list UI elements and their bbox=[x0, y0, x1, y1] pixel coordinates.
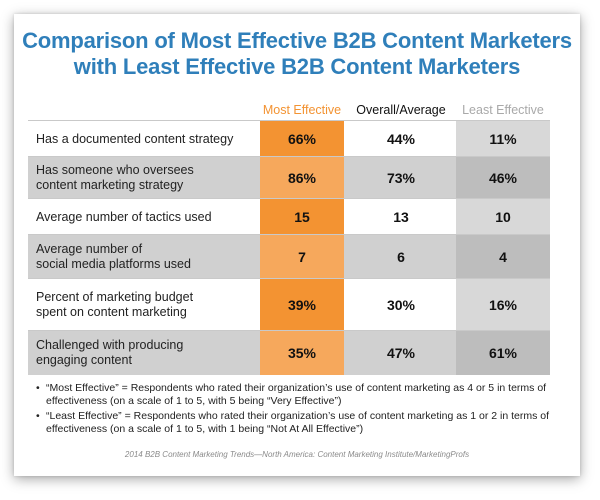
cell-overall-average: 6 bbox=[397, 249, 405, 265]
row-label: Challenged with producing engaging conte… bbox=[36, 338, 184, 367]
table-row: Average number of tactics used 15 13 10 bbox=[28, 198, 550, 235]
footnote-least-effective: • “Least Effective” = Respondents who ra… bbox=[36, 410, 556, 436]
row-label: Average number of tactics used bbox=[36, 209, 212, 224]
bullet-icon: • bbox=[36, 382, 40, 394]
footnote-text: “Most Effective” = Respondents who rated… bbox=[46, 382, 547, 407]
footnote-text: “Least Effective” = Respondents who rate… bbox=[46, 410, 550, 435]
bullet-icon: • bbox=[36, 410, 40, 422]
row-label: Has someone who oversees content marketi… bbox=[36, 163, 194, 192]
table-row: Average number of social media platforms… bbox=[28, 234, 550, 279]
row-label: Average number of social media platforms… bbox=[36, 242, 191, 271]
cell-most-effective: 39% bbox=[260, 279, 344, 331]
footnote-most-effective: • “Most Effective” = Respondents who rat… bbox=[36, 382, 556, 408]
cell-overall-average: 30% bbox=[386, 297, 416, 313]
cell-overall-average: 13 bbox=[393, 209, 409, 225]
column-header-most-effective: Most Effective bbox=[262, 103, 342, 117]
table-row: Challenged with producing engaging conte… bbox=[28, 330, 550, 375]
cell-overall-average: 47% bbox=[386, 345, 416, 361]
cell-most-effective: 7 bbox=[260, 235, 344, 279]
table-row: Has a documented content strategy 66% 44… bbox=[28, 120, 550, 157]
footnotes: • “Most Effective” = Respondents who rat… bbox=[36, 382, 556, 438]
cell-overall-average: 73% bbox=[386, 170, 416, 186]
cell-least-effective: 10 bbox=[456, 199, 550, 235]
table-row: Has someone who oversees content marketi… bbox=[28, 156, 550, 199]
cell-overall-average: 44% bbox=[386, 131, 416, 147]
column-header-least-effective: Least Effective bbox=[462, 103, 544, 117]
cell-most-effective: 35% bbox=[260, 331, 344, 375]
column-header-overall-average: Overall/Average bbox=[356, 103, 446, 117]
cell-least-effective: 4 bbox=[456, 235, 550, 279]
table-row: Percent of marketing budget spent on con… bbox=[28, 278, 550, 331]
row-label: Has a documented content strategy bbox=[36, 131, 234, 146]
cell-least-effective: 46% bbox=[456, 157, 550, 199]
cell-least-effective: 61% bbox=[456, 331, 550, 375]
cell-most-effective: 66% bbox=[260, 121, 344, 157]
chart-title: Comparison of Most Effective B2B Content… bbox=[22, 28, 572, 79]
row-label: Percent of marketing budget spent on con… bbox=[36, 290, 194, 319]
cell-most-effective: 86% bbox=[260, 157, 344, 199]
chart-card: Comparison of Most Effective B2B Content… bbox=[14, 14, 580, 476]
source-citation: 2014 B2B Content Marketing Trends—North … bbox=[124, 450, 470, 459]
cell-most-effective: 15 bbox=[260, 199, 344, 235]
cell-least-effective: 11% bbox=[456, 121, 550, 157]
cell-least-effective: 16% bbox=[456, 279, 550, 331]
